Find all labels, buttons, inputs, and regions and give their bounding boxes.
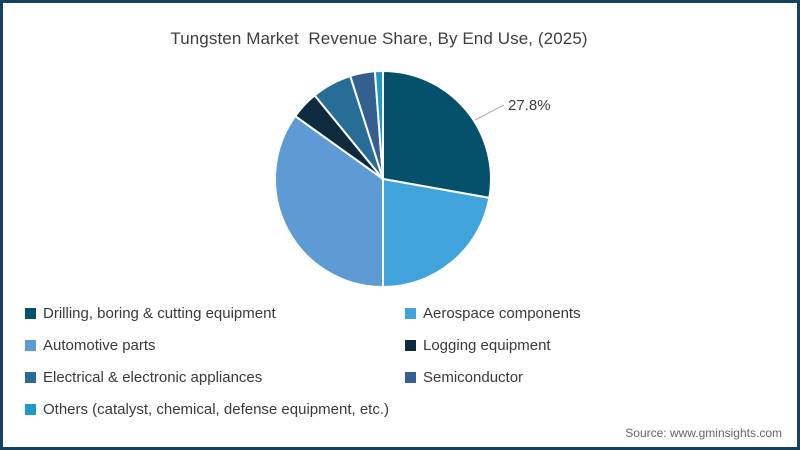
legend-swatch-icon	[25, 371, 36, 383]
legend-swatch-icon	[405, 307, 416, 319]
legend-label: Electrical & electronic appliances	[43, 368, 263, 386]
legend: Drilling, boring & cutting equipment Aero…	[25, 304, 781, 418]
legend-item-5: Semiconductor	[405, 368, 781, 386]
data-label-leader-line	[474, 104, 505, 121]
legend-label: Logging equipment	[423, 336, 551, 354]
legend-swatch-icon	[25, 307, 36, 319]
legend-item-0: Drilling, boring & cutting equipment	[25, 304, 405, 322]
legend-swatch-icon	[405, 371, 416, 383]
legend-item-1: Aerospace components	[405, 304, 781, 322]
pie-slice-1	[382, 178, 491, 288]
legend-label: Others (catalyst, chemical, defense equi…	[43, 400, 389, 418]
legend-label: Aerospace components	[423, 304, 581, 322]
pie-chart: 27.8%	[274, 70, 551, 288]
legend-item-4: Electrical & electronic appliances	[25, 368, 405, 386]
legend-label: Automotive parts	[43, 336, 156, 354]
legend-swatch-icon	[25, 403, 36, 415]
legend-label: Semiconductor	[423, 368, 524, 386]
legend-item-6: Others (catalyst, chemical, defense equi…	[25, 400, 405, 418]
pie-slice-6	[373, 70, 384, 180]
chart-title: Tungsten Market Revenue Share, By End Us…	[170, 29, 588, 48]
legend-label: Drilling, boring & cutting equipment	[43, 304, 276, 322]
legend-swatch-icon	[25, 339, 36, 351]
legend-item-2: Automotive parts	[25, 336, 405, 354]
slice-value-label: 27.8%	[508, 97, 551, 114]
pie-slice-0	[382, 70, 492, 199]
source-text: Source: www.gminsights.com	[625, 426, 782, 440]
legend-swatch-icon	[405, 339, 416, 351]
legend-item-3: Logging equipment	[405, 336, 781, 354]
pie-slice-2	[274, 115, 384, 288]
